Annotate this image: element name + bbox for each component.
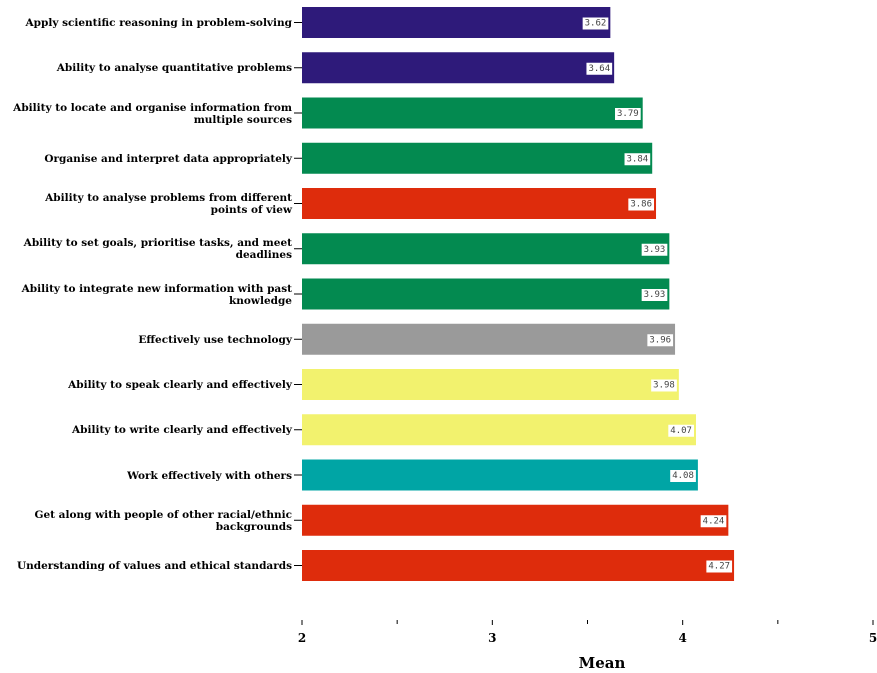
x-tick-label: 4 [678, 631, 686, 645]
value-label-box [641, 243, 668, 256]
y-tick-label: Ability to set goals, prioritise tasks, … [23, 237, 292, 262]
value-label-box [706, 560, 733, 573]
bar [302, 52, 615, 84]
y-tick-label: Ability to analyse quantitative problems [56, 62, 292, 75]
x-tick-label: 5 [869, 631, 877, 645]
y-tick-label: Organise and interpret data appropriatel… [44, 152, 292, 165]
value-label-box [670, 470, 696, 482]
bar [302, 7, 611, 38]
y-tick-label: Ability to speak clearly and effectively [68, 379, 292, 391]
value-label: 3.93 [644, 290, 666, 300]
value-label: 3.98 [653, 381, 675, 391]
value-label: 4.08 [672, 471, 694, 481]
y-tick-label: Ability to locate and organise informati… [13, 101, 292, 126]
value-label-box [641, 289, 668, 301]
value-label-box [586, 62, 613, 75]
y-tick-label: Ability to write clearly and effectively [72, 424, 292, 437]
value-label-box [624, 153, 651, 166]
value-label-box [615, 108, 641, 120]
y-tick-label: Work effectively with others [127, 469, 292, 482]
bar [302, 504, 729, 536]
x-axis-label: Mean [579, 654, 626, 672]
bar [302, 369, 679, 400]
y-tick-label: Ability to analyse problems from differe… [45, 192, 292, 216]
y-tick-label: Apply scientific reasoning in problem-so… [25, 17, 293, 29]
value-label-box [647, 334, 674, 347]
value-label: 3.84 [627, 154, 649, 164]
y-tick-label: Understanding of values and ethical stan… [16, 560, 292, 572]
bar [302, 142, 653, 174]
value-label-box [668, 424, 694, 437]
bar [302, 323, 676, 355]
bar [302, 414, 696, 446]
bar [302, 97, 643, 129]
y-tick-label: Get along with people of other racial/et… [34, 508, 293, 533]
value-label: 3.79 [617, 109, 639, 119]
value-label-box [700, 515, 727, 528]
x-tick-label: 3 [488, 631, 496, 645]
value-label-box [582, 17, 609, 30]
value-label: 4.24 [703, 516, 725, 526]
value-label: 3.86 [630, 200, 652, 210]
bar [302, 278, 670, 310]
value-label: 3.62 [585, 19, 607, 29]
value-label-box [651, 379, 677, 392]
value-label: 3.93 [644, 245, 666, 255]
value-label: 3.64 [588, 64, 610, 74]
value-label: 3.96 [649, 335, 671, 345]
x-tick-label: 2 [298, 631, 306, 645]
bar [302, 233, 670, 265]
bar [302, 459, 698, 491]
value-label-box [628, 198, 655, 211]
bar [302, 550, 735, 581]
value-label: 4.07 [670, 426, 692, 436]
value-label: 4.27 [708, 562, 730, 572]
y-tick-label: Effectively use technology [138, 333, 292, 346]
bar [302, 188, 657, 219]
y-tick-label: Ability to integrate new information wit… [21, 282, 292, 307]
